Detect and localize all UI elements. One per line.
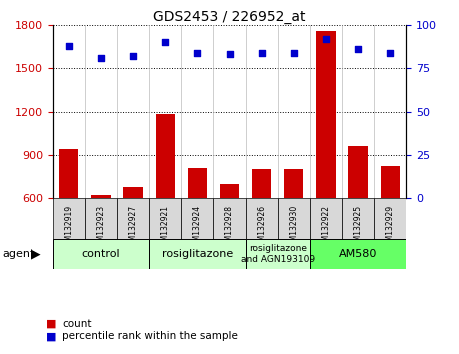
Bar	[59, 149, 78, 198]
Bar	[284, 169, 303, 198]
Text: GSM132928: GSM132928	[225, 205, 234, 251]
Bar	[213, 198, 246, 244]
Bar	[374, 198, 406, 244]
Text: GSM132927: GSM132927	[129, 205, 138, 251]
Point	[65, 43, 73, 48]
Text: percentile rank within the sample: percentile rank within the sample	[62, 331, 238, 341]
Point	[354, 46, 362, 52]
Bar	[117, 198, 149, 244]
Text: agent: agent	[2, 249, 35, 259]
Text: count: count	[62, 319, 91, 329]
Text: GSM132930: GSM132930	[289, 205, 298, 251]
Text: control: control	[82, 249, 120, 259]
Point	[162, 39, 169, 45]
Bar	[123, 187, 143, 198]
Text: AM580: AM580	[339, 249, 377, 259]
Bar	[53, 239, 149, 269]
Point	[290, 50, 297, 55]
Text: rosiglitazone: rosiglitazone	[162, 249, 233, 259]
Bar	[246, 239, 310, 269]
Point	[97, 55, 105, 61]
Bar	[278, 198, 310, 244]
Point	[258, 50, 265, 55]
Bar	[252, 169, 271, 198]
Bar	[149, 198, 181, 244]
Text: GSM132925: GSM132925	[353, 205, 363, 251]
Bar	[53, 198, 85, 244]
Bar	[181, 198, 213, 244]
Bar	[156, 114, 175, 198]
Point	[226, 51, 233, 57]
Point	[386, 50, 394, 55]
Bar	[310, 239, 406, 269]
Bar	[348, 146, 368, 198]
Bar	[91, 195, 111, 198]
Text: GSM132926: GSM132926	[257, 205, 266, 251]
Text: rosiglitazone
and AGN193109: rosiglitazone and AGN193109	[241, 244, 315, 264]
Bar	[149, 239, 246, 269]
Text: GSM132919: GSM132919	[64, 205, 73, 251]
Bar	[85, 198, 117, 244]
Text: GSM132924: GSM132924	[193, 205, 202, 251]
Bar	[316, 30, 336, 198]
Text: GSM132923: GSM132923	[96, 205, 106, 251]
Text: GSM132921: GSM132921	[161, 205, 170, 251]
Bar	[381, 166, 400, 198]
Text: ▶: ▶	[31, 247, 41, 261]
Bar	[246, 198, 278, 244]
Bar	[188, 168, 207, 198]
Text: ■: ■	[46, 331, 56, 341]
Point	[322, 36, 330, 41]
Title: GDS2453 / 226952_at: GDS2453 / 226952_at	[153, 10, 306, 24]
Point	[129, 53, 137, 59]
Bar	[310, 198, 342, 244]
Text: ■: ■	[46, 319, 56, 329]
Bar	[342, 198, 374, 244]
Point	[194, 50, 201, 55]
Bar	[220, 184, 239, 198]
Text: GSM132929: GSM132929	[386, 205, 395, 251]
Text: GSM132922: GSM132922	[321, 205, 330, 251]
